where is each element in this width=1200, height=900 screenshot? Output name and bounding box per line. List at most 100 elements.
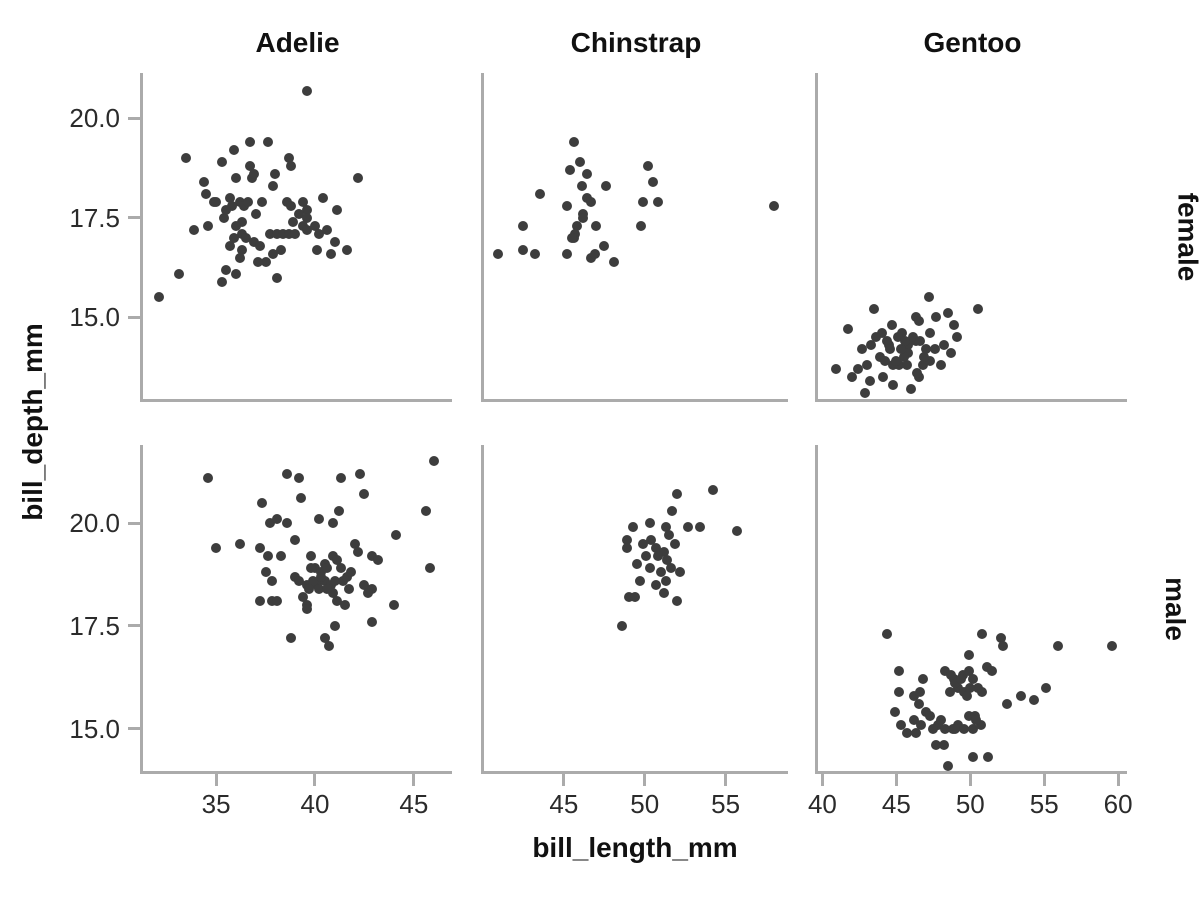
- x-tick-label: 45: [881, 789, 911, 819]
- data-point: [925, 356, 936, 367]
- x-tick-mark: [894, 774, 898, 786]
- data-point: [319, 633, 330, 644]
- data-point: [915, 336, 925, 347]
- data-point: [221, 204, 232, 215]
- panel-left-spine: [140, 73, 143, 402]
- data-point: [879, 356, 890, 367]
- data-point: [254, 240, 265, 251]
- data-point: [321, 563, 332, 574]
- data-point: [647, 177, 658, 188]
- data-point: [707, 485, 718, 496]
- data-point: [651, 579, 662, 590]
- data-point: [228, 232, 239, 243]
- data-point: [424, 563, 435, 574]
- data-point: [586, 196, 597, 207]
- data-point: [857, 344, 868, 355]
- data-point: [244, 161, 255, 172]
- data-point: [317, 192, 328, 203]
- data-point: [646, 534, 657, 545]
- data-point: [929, 344, 940, 355]
- data-point: [651, 542, 662, 553]
- data-point: [534, 189, 545, 199]
- data-point: [153, 292, 164, 303]
- data-point: [219, 212, 230, 223]
- data-point: [1002, 698, 1013, 709]
- data-point: [302, 204, 313, 215]
- data-point: [199, 177, 210, 188]
- data-point: [566, 232, 577, 243]
- data-point: [852, 364, 863, 375]
- x-tick-label: 55: [711, 789, 741, 819]
- data-point: [264, 228, 275, 239]
- y-tick-label: 15.0: [69, 713, 120, 744]
- data-point: [203, 472, 214, 483]
- data-point: [943, 760, 954, 771]
- data-point: [568, 137, 579, 148]
- data-point: [895, 344, 906, 355]
- data-point: [968, 723, 979, 734]
- data-point: [925, 328, 936, 339]
- data-point: [663, 530, 674, 541]
- data-point: [600, 181, 611, 192]
- data-point: [660, 575, 671, 586]
- x-tick-label: 55: [1029, 789, 1059, 819]
- data-point: [638, 196, 649, 207]
- data-point: [919, 352, 930, 363]
- data-point: [949, 320, 960, 331]
- data-point: [323, 641, 334, 652]
- data-point: [248, 169, 259, 180]
- data-point: [224, 240, 235, 251]
- data-point: [925, 711, 936, 722]
- data-point: [286, 200, 297, 211]
- data-point: [652, 196, 663, 207]
- data-point: [963, 649, 974, 660]
- data-point: [928, 723, 939, 734]
- panel-left-spine: [815, 73, 818, 402]
- data-point: [932, 719, 943, 730]
- data-point: [575, 157, 586, 168]
- data-point: [940, 666, 951, 677]
- data-point: [260, 567, 271, 578]
- data-point: [284, 228, 295, 239]
- data-point: [565, 165, 576, 176]
- x-tick-mark: [313, 774, 317, 786]
- x-axis-label: bill_length_mm: [532, 832, 738, 863]
- y-tick-mark: [128, 116, 140, 120]
- x-tick-mark: [412, 774, 416, 786]
- data-point: [294, 575, 305, 586]
- data-point: [248, 236, 259, 247]
- data-point: [335, 563, 346, 574]
- facet-row-label-female: female: [1143, 193, 1200, 282]
- y-tick-label: 17.5: [69, 202, 120, 233]
- data-point: [329, 575, 340, 586]
- data-point: [276, 550, 287, 561]
- data-point: [529, 248, 540, 259]
- data-point: [256, 497, 267, 508]
- x-tick-mark: [214, 774, 218, 786]
- data-point: [571, 220, 582, 231]
- data-point: [319, 575, 330, 586]
- data-point: [286, 161, 297, 172]
- data-point: [276, 244, 287, 255]
- data-point: [641, 550, 652, 561]
- data-point: [211, 196, 222, 207]
- data-point: [272, 596, 283, 607]
- data-point: [389, 600, 400, 611]
- data-point: [343, 583, 354, 594]
- data-point: [909, 715, 920, 726]
- data-point: [866, 340, 877, 351]
- data-point: [920, 344, 931, 355]
- data-point: [290, 228, 301, 239]
- data-point: [951, 332, 962, 343]
- data-point: [895, 719, 906, 730]
- data-point: [628, 522, 639, 533]
- data-point: [562, 200, 573, 211]
- data-point: [306, 563, 317, 574]
- data-point: [916, 719, 927, 730]
- data-point: [870, 332, 881, 343]
- data-point: [308, 575, 319, 586]
- data-point: [1052, 641, 1063, 652]
- data-point: [931, 740, 942, 751]
- data-point: [655, 567, 666, 578]
- data-point: [226, 200, 237, 211]
